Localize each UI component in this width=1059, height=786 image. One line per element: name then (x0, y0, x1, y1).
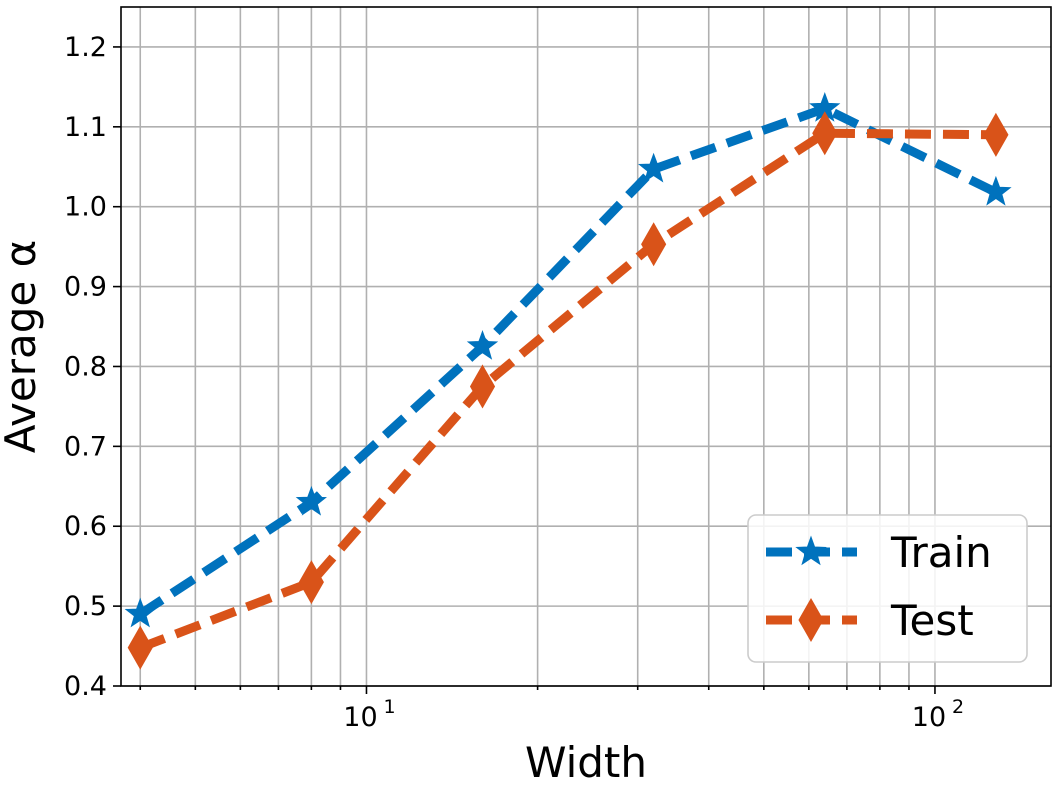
data-point-test (469, 364, 496, 409)
legend-marker-train (795, 535, 827, 566)
x-tick-label: 10 (343, 702, 377, 733)
series-line-test (138, 128, 996, 652)
legend-label-test: Test (890, 596, 974, 645)
data-point-train (466, 330, 499, 360)
data-point-test (641, 222, 667, 267)
axis-ticks: 0.4 0.5 0.6 0.7 0.8 0.9 1.0 1.1 1.2 10 1 10 2 (64, 32, 964, 733)
y-tick-label: 0.7 (64, 431, 107, 462)
series-line-train (137, 104, 998, 618)
series-layer (124, 92, 1012, 670)
x-tick-exponent: 1 (383, 696, 395, 718)
data-point-test (812, 111, 838, 156)
y-axis-label: Average α (0, 240, 45, 454)
y-tick-label: 0.4 (64, 671, 107, 702)
data-point-test (983, 112, 1009, 157)
legend-label-train: Train (890, 528, 992, 577)
legend-marker-test (798, 597, 824, 643)
data-point-train (124, 597, 156, 628)
x-tick-label: 10 (912, 702, 946, 733)
y-tick-label: 1.2 (64, 32, 107, 63)
x-axis-label: Width (525, 738, 647, 786)
y-tick-label: 0.5 (64, 591, 107, 622)
data-point-test (298, 560, 324, 605)
y-tick-label: 0.6 (64, 511, 107, 542)
x-tick-exponent: 2 (952, 696, 964, 718)
data-point-train (638, 152, 670, 183)
y-tick-label: 0.8 (64, 351, 107, 382)
data-point-train (295, 485, 327, 516)
legend: Train Test (747, 514, 1028, 663)
data-point-train (980, 175, 1012, 206)
data-point-test (127, 625, 153, 670)
plot-frame (120, 6, 1052, 687)
y-tick-label: 0.9 (64, 272, 107, 303)
y-tick-label: 1.0 (64, 192, 107, 223)
y-tick-label: 1.1 (64, 112, 107, 143)
